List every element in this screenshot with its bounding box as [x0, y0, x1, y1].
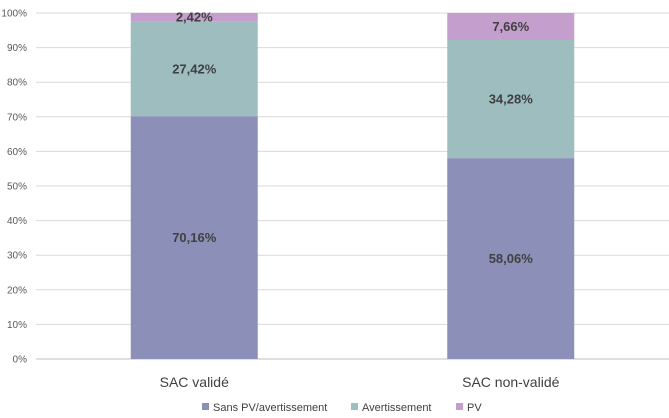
category-label: SAC validé [160, 374, 229, 390]
y-tick-label: 0% [13, 355, 28, 366]
legend-swatch [202, 403, 209, 410]
y-tick-label: 80% [7, 78, 27, 89]
bar-segment [130, 21, 258, 117]
y-tick-label: 70% [7, 112, 27, 123]
legend-label: Sans PV/avertissement [213, 402, 327, 414]
y-axis-tick-labels: 0% 10% 20% 30% 40% 50% 60% 70% 80% 90% 100% [1, 9, 27, 366]
category-labels: SAC validé SAC non-validé [160, 374, 560, 390]
legend-swatch [456, 403, 463, 410]
legend-label: Avertissement [362, 402, 432, 414]
y-tick-label: 30% [7, 251, 27, 262]
y-tick-label: 40% [7, 216, 27, 227]
bar-segment [130, 116, 258, 359]
bar-segment [447, 158, 575, 359]
legend-label: PV [467, 402, 482, 414]
data-label: 58,06% [489, 251, 534, 266]
bars [130, 13, 575, 359]
y-tick-label: 100% [1, 9, 27, 20]
y-tick-label: 90% [7, 43, 27, 54]
y-tick-label: 60% [7, 147, 27, 158]
legend: Sans PV/avertissement Avertissement PV [202, 402, 482, 414]
category-label: SAC non-validé [462, 374, 559, 390]
bar-segment [130, 13, 258, 22]
data-label: 70,16% [172, 230, 217, 245]
bar-segment [447, 39, 575, 159]
data-label: 34,28% [489, 91, 534, 106]
data-labels: 70,16% 27,42% 2,42% 58,06% 34,28% 7,66% [172, 10, 533, 266]
legend-swatch [351, 403, 358, 410]
data-label: 2,42% [176, 10, 213, 25]
data-label: 7,66% [492, 19, 529, 34]
y-tick-label: 50% [7, 182, 27, 193]
data-label: 27,42% [172, 61, 217, 76]
y-tick-label: 20% [7, 285, 27, 296]
bar-segment [447, 13, 575, 40]
y-tick-label: 10% [7, 320, 27, 331]
